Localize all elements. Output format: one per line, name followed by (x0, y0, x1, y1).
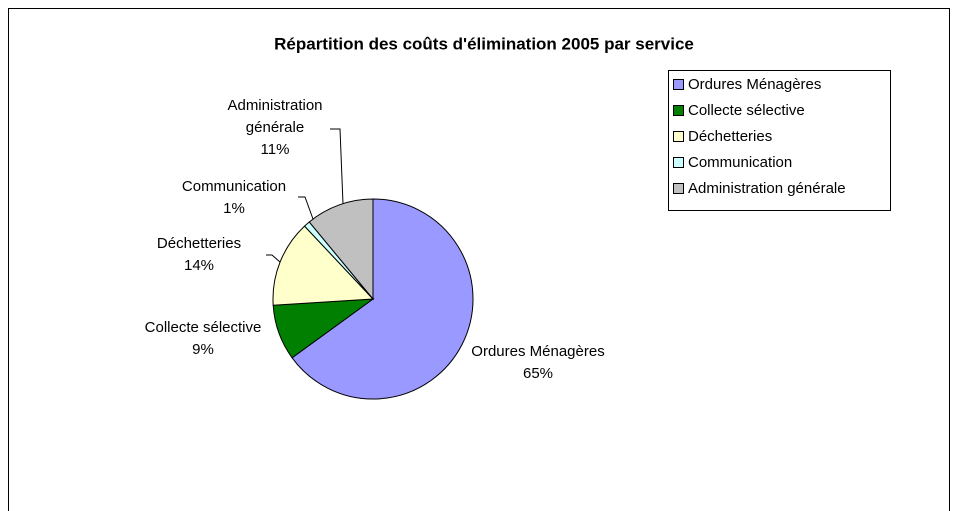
data-label-name: Ordures Ménagères (471, 343, 605, 360)
data-label-name: Administration générale (227, 97, 323, 136)
legend: Ordures Ménagères Collecte sélective Déche… (673, 76, 846, 197)
leader-line (330, 128, 344, 205)
leader-line (298, 196, 314, 220)
pie-slice (272, 225, 375, 306)
legend-box (668, 70, 891, 211)
data-label-name: Déchetteries (156, 235, 242, 252)
legend-swatch (673, 131, 684, 142)
data-label-value: 11% (260, 141, 290, 158)
pie-slice (291, 198, 474, 400)
data-label: Ordures Ménagères 65% (471, 341, 604, 385)
legend-label: Ordures Ménagères (688, 76, 821, 93)
legend-label: Communication (688, 154, 792, 171)
data-label-name: Collecte sélective (144, 319, 262, 336)
pie-slice (308, 198, 374, 301)
legend-label: Administration générale (688, 180, 846, 197)
pie (272, 198, 474, 400)
chart-title: Répartition des coûts d'élimination 2005… (274, 34, 694, 53)
leader-line (266, 254, 281, 263)
legend-label: Collecte sélective (688, 102, 805, 119)
data-label: Déchetteries 14% (157, 233, 241, 277)
legend-swatch (673, 79, 684, 90)
data-label: Collecte sélective 9% (145, 317, 262, 361)
legend-swatch (673, 105, 684, 116)
data-label: Administration générale 11% (220, 95, 330, 161)
data-label-name: Communication (181, 178, 287, 195)
legend-label: Déchetteries (688, 128, 772, 145)
data-label: Communication 1% (182, 176, 286, 220)
data-label-value: 14% (183, 257, 215, 274)
data-label-value: 1% (223, 200, 245, 217)
data-label-value: 9% (192, 341, 214, 358)
legend-swatch (673, 157, 684, 168)
legend-swatch (673, 183, 684, 194)
leader-lines (266, 128, 344, 263)
data-label-value: 65% (522, 365, 554, 382)
